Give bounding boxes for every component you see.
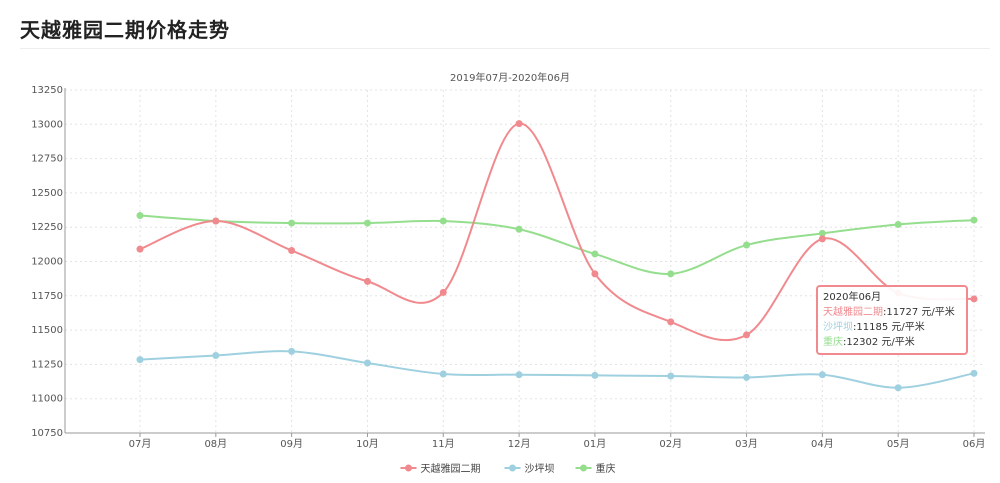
- legend-item[interactable]: 天越雅园二期: [400, 462, 481, 475]
- y-tick-label: 13000: [31, 119, 63, 130]
- data-point[interactable]: [212, 351, 220, 359]
- data-point[interactable]: [894, 384, 902, 392]
- data-point[interactable]: [591, 270, 599, 278]
- x-tick-label: 01月: [584, 438, 607, 450]
- legend-item[interactable]: 重庆: [575, 462, 616, 475]
- data-point[interactable]: [591, 371, 599, 379]
- x-tick-label: 04月: [811, 438, 834, 450]
- y-tick-label: 13250: [31, 85, 63, 96]
- data-point[interactable]: [136, 212, 144, 220]
- data-point[interactable]: [439, 288, 447, 296]
- data-point[interactable]: [743, 331, 751, 339]
- x-tick-label: 06月: [963, 438, 986, 450]
- legend-point-marker: [580, 464, 587, 472]
- grid-lines: [65, 89, 985, 434]
- x-tick-label: 02月: [659, 438, 682, 450]
- y-tick-label: 11000: [31, 394, 63, 405]
- data-point[interactable]: [515, 225, 523, 233]
- x-tick-label: 11月: [432, 438, 455, 450]
- tooltip-row-tianyue: 天越雅园二期:11727 元/平米: [823, 305, 961, 320]
- data-point[interactable]: [818, 235, 826, 243]
- data-point[interactable]: [743, 241, 751, 249]
- x-tick-label: 10月: [356, 438, 379, 450]
- tooltip-value: :12302 元/平米: [843, 337, 915, 348]
- data-point[interactable]: [515, 120, 523, 128]
- x-tick-label: 09月: [280, 438, 303, 450]
- x-tick-label: 05月: [887, 438, 910, 450]
- data-point[interactable]: [288, 219, 296, 227]
- data-point[interactable]: [363, 359, 371, 367]
- data-point[interactable]: [667, 318, 675, 326]
- data-point[interactable]: [970, 216, 978, 224]
- data-point[interactable]: [667, 270, 675, 278]
- data-point[interactable]: [288, 347, 296, 355]
- page-title: 天越雅园二期价格走势: [20, 18, 230, 42]
- y-tick-label: 12750: [31, 154, 63, 165]
- tooltip-title: 2020年06月: [823, 292, 882, 303]
- tooltip-series-name: 沙坪坝: [823, 322, 853, 333]
- data-point[interactable]: [515, 371, 523, 379]
- legend-point-marker: [509, 464, 516, 472]
- data-point[interactable]: [894, 220, 902, 228]
- data-point[interactable]: [970, 369, 978, 377]
- x-tick-label: 12月: [508, 438, 531, 450]
- series-line: [139, 214, 975, 275]
- tooltip-value: :11185 元/平米: [853, 322, 925, 333]
- data-point[interactable]: [818, 229, 826, 237]
- data-point[interactable]: [136, 356, 144, 364]
- y-tick-label: 10750: [31, 428, 63, 439]
- y-tick-label: 12000: [31, 257, 63, 268]
- legend-label: 天越雅园二期: [421, 462, 481, 475]
- data-point[interactable]: [970, 295, 978, 303]
- series-line: [139, 350, 975, 389]
- tooltip-series-name: 重庆: [823, 337, 843, 348]
- axes: 10750 11000 11250 11500 11750 12000 12250 12500…: [31, 85, 985, 450]
- x-tick-label: 08月: [204, 438, 227, 450]
- legend-label: 沙坪坝: [525, 462, 555, 475]
- tooltip-series-name: 天越雅园二期: [823, 307, 883, 318]
- legend[interactable]: 天越雅园二期 沙坪坝 重庆: [400, 462, 616, 475]
- x-tick-label: 07月: [129, 438, 152, 450]
- data-point[interactable]: [212, 217, 220, 225]
- data-point[interactable]: [363, 219, 371, 227]
- y-tick-label: 11750: [31, 291, 63, 302]
- tooltip-row-shapingba: 沙坪坝:11185 元/平米: [823, 320, 961, 335]
- data-point[interactable]: [439, 217, 447, 225]
- legend-label: 重庆: [596, 462, 616, 475]
- data-point[interactable]: [667, 372, 675, 380]
- y-tick-label: 12500: [31, 188, 63, 199]
- y-tick-label: 12250: [31, 222, 63, 233]
- data-point[interactable]: [591, 250, 599, 258]
- title-divider: [20, 48, 990, 49]
- tooltip-value: :11727 元/平米: [883, 307, 955, 318]
- data-point[interactable]: [743, 373, 751, 381]
- tooltip-row-chongqing: 重庆:12302 元/平米: [823, 335, 961, 350]
- chart-tooltip: 2020年06月 天越雅园二期:11727 元/平米 沙坪坝:11185 元/平…: [816, 285, 968, 355]
- y-tick-label: 11500: [31, 325, 63, 336]
- legend-item[interactable]: 沙坪坝: [504, 462, 555, 475]
- data-point[interactable]: [439, 370, 447, 378]
- y-tick-label: 11250: [31, 359, 63, 370]
- data-point[interactable]: [818, 371, 826, 379]
- legend-point-marker: [405, 464, 412, 472]
- data-point[interactable]: [136, 245, 144, 253]
- series-points[interactable]: [136, 120, 978, 392]
- x-tick-label: 03月: [735, 438, 758, 450]
- data-point[interactable]: [363, 277, 371, 285]
- chart-subtitle: 2019年07月-2020年06月: [450, 71, 570, 84]
- data-point[interactable]: [288, 247, 296, 255]
